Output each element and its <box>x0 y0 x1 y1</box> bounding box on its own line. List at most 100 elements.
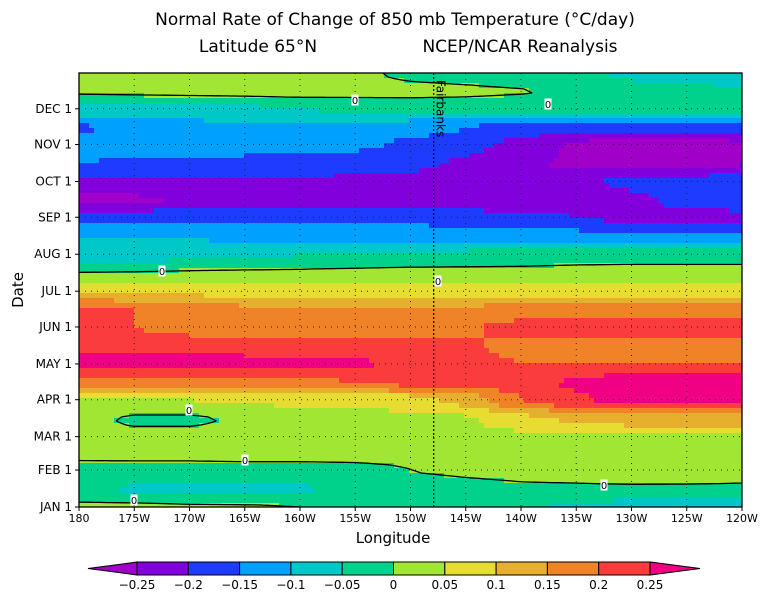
contour-cell <box>334 168 340 174</box>
contour-cell <box>234 153 240 159</box>
contour-cell <box>134 208 140 214</box>
contour-cell <box>349 248 355 254</box>
contour-cell <box>404 128 410 134</box>
contour-cell <box>304 163 310 169</box>
contour-cell <box>189 173 195 179</box>
contour-cell <box>644 123 650 129</box>
contour-cell <box>524 238 530 244</box>
contour-cell <box>159 128 165 134</box>
contour-cell <box>444 143 450 149</box>
contour-cell <box>84 108 90 114</box>
contour-cell <box>229 173 235 179</box>
contour-cell <box>279 93 285 99</box>
contour-cell <box>654 138 660 144</box>
contour-cell <box>714 88 720 94</box>
contour-cell <box>579 233 585 239</box>
contour-cell <box>344 118 350 124</box>
contour-cell <box>414 168 420 174</box>
contour-cell <box>514 183 520 189</box>
contour-cell <box>259 148 265 154</box>
contour-cell <box>174 203 180 209</box>
contour-cell <box>89 73 95 79</box>
contour-cell <box>679 203 685 209</box>
contour-cell <box>524 223 530 229</box>
contour-cell <box>564 138 570 144</box>
contour-cell <box>414 218 420 224</box>
contour-cell <box>304 153 310 159</box>
contour-cell <box>669 93 675 99</box>
contour-cell <box>219 98 225 104</box>
contour-cell <box>429 103 435 109</box>
contour-cell <box>84 133 90 139</box>
contour-cell <box>159 113 165 119</box>
contour-cell <box>674 113 680 119</box>
contour-cell <box>444 238 450 244</box>
contour-cell <box>384 83 390 89</box>
contour-cell <box>499 213 505 219</box>
contour-cell <box>399 123 405 129</box>
contour-cell <box>559 133 565 139</box>
contour-cell <box>129 148 135 154</box>
contour-cell <box>354 173 360 179</box>
contour-cell <box>504 213 510 219</box>
contour-cell <box>559 143 565 149</box>
contour-cell <box>164 148 170 154</box>
contour-cell <box>149 198 155 204</box>
contour-cell <box>134 238 140 244</box>
contour-cell <box>679 73 685 79</box>
contour-cell <box>359 158 365 164</box>
contour-cell <box>559 123 565 129</box>
contour-cell <box>669 148 675 154</box>
contour-cell <box>344 183 350 189</box>
contour-cell <box>724 218 730 224</box>
contour-cell <box>264 153 270 159</box>
contour-cell <box>424 223 430 229</box>
contour-cell <box>309 173 315 179</box>
contour-cell <box>79 213 85 219</box>
contour-cell <box>469 88 475 94</box>
contour-cell <box>79 243 85 249</box>
contour-cell <box>379 223 385 229</box>
contour-cell <box>194 188 200 194</box>
contour-cell <box>584 253 590 259</box>
contour-cell <box>564 208 570 214</box>
contour-cell <box>634 223 640 229</box>
contour-cell <box>269 188 275 194</box>
contour-cell <box>634 88 640 94</box>
contour-cell <box>489 118 495 124</box>
contour-cell <box>294 83 300 89</box>
contour-cell <box>454 183 460 189</box>
contour-cell <box>594 133 600 139</box>
contour-cell <box>219 168 225 174</box>
contour-cell <box>114 153 120 159</box>
contour-cell <box>339 78 345 84</box>
contour-cell <box>689 133 695 139</box>
contour-cell <box>684 223 690 229</box>
contour-cell <box>84 248 90 254</box>
contour-cell <box>194 208 200 214</box>
contour-cell <box>414 213 420 219</box>
contour-cell <box>334 193 340 199</box>
contour-cell <box>704 173 710 179</box>
contour-cell <box>204 258 210 264</box>
contour-cell <box>139 218 145 224</box>
contour-cell <box>199 248 205 254</box>
contour-cell <box>699 223 705 229</box>
contour-cell <box>739 128 743 134</box>
contour-cell <box>519 108 525 114</box>
contour-cell <box>239 173 245 179</box>
contour-cell <box>104 88 110 94</box>
contour-cell <box>684 168 690 174</box>
contour-cell <box>94 133 100 139</box>
contour-cell <box>354 218 360 224</box>
contour-cell <box>514 233 520 239</box>
contour-cell <box>434 208 440 214</box>
contour-cell <box>109 93 115 99</box>
contour-cell <box>84 138 90 144</box>
contour-cell <box>554 253 560 259</box>
contour-cell <box>629 98 635 104</box>
contour-cell <box>409 243 415 249</box>
contour-cell <box>634 163 640 169</box>
contour-cell <box>89 138 95 144</box>
contour-cell <box>679 198 685 204</box>
